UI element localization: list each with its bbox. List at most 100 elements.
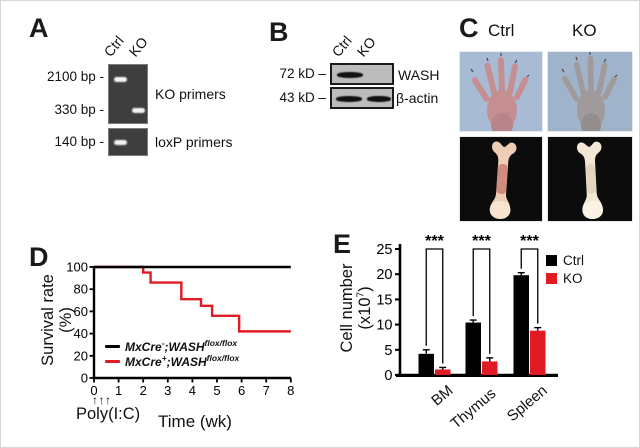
gel-band-ko-330bp: [132, 108, 145, 113]
bar-ctrl-Spleen: [513, 275, 529, 375]
photo-bone-ko: [547, 136, 633, 222]
survival-chart: 0 20 40 60 80 100 0 1 2 3 4 5 6 7 8: [66, 260, 294, 399]
panel-d-legend: MxCre-;WASHflox/flox MxCre+;WASHflox/flo…: [105, 337, 240, 369]
category-label-spleen: Spleen: [504, 382, 551, 426]
y-tick-label: 15: [376, 292, 392, 308]
blot-band-wash-ctrl: [337, 72, 363, 78]
sig-bracket-BM: [425, 248, 444, 364]
x-tick-label: 7: [263, 383, 270, 398]
panel-e-label: E: [333, 229, 352, 259]
x-tick-label: 6: [238, 383, 245, 398]
e-legend-row-ctrl: Ctrl: [546, 252, 584, 268]
gel-label-loxp-primers: loxP primers: [155, 134, 233, 150]
legend-box-black: [546, 254, 557, 266]
y-tick-label: 5: [384, 343, 392, 359]
x-tick-label: 8: [287, 383, 294, 398]
legend-row-ctrl: MxCre-;WASHflox/flox: [105, 337, 239, 354]
y-tick-label: 80: [74, 282, 88, 297]
sig-bracket-Thymus: [472, 248, 491, 354]
blot-actin: [330, 87, 394, 109]
panel-b-lane-ko-label: KO: [353, 33, 379, 60]
panel-d-letter: D: [29, 242, 49, 273]
panel-c-col-ko-label: KO: [572, 21, 597, 40]
y-tick-label: 20: [376, 267, 392, 283]
panel-e-letter: E: [333, 229, 351, 260]
x-tick-label: 3: [164, 383, 171, 398]
panel-d-label: D: [29, 242, 49, 272]
bone-graphic-ctrl: [489, 141, 517, 219]
category-label-bm: BM: [427, 382, 456, 410]
panel-a-lane-ko-label: KO: [125, 33, 151, 60]
panel-a-letter: A: [29, 13, 49, 44]
legend-dash-black: [105, 344, 120, 349]
panel-d-x-axis-label: Time (wk): [158, 412, 232, 431]
bar-ko-Thymus: [482, 361, 498, 375]
panel-e-ylabel-line1: Cell number: [338, 263, 356, 353]
e-legend-text-ctrl: Ctrl: [563, 252, 584, 268]
bone-graphic-ko: [577, 141, 603, 219]
panel-a-label: A: [29, 13, 49, 43]
x-tick-label: 1: [115, 383, 122, 398]
category-label-thymus: Thymus: [447, 385, 499, 433]
poly-ic-label: Poly(I:C): [76, 405, 141, 423]
photo-paw-ctrl: [459, 51, 543, 132]
panel-e-ylabel-line2: (x107): [355, 286, 375, 330]
photo-paw-ko: [547, 51, 633, 132]
panel-d-ylabel-line1: Survival rate: [39, 274, 57, 366]
y-tick-label: 0: [81, 371, 88, 386]
legend-text-ko: MxCre+;WASHflox/flox: [125, 352, 240, 369]
blot-label-actin: β-actin: [396, 90, 439, 106]
panel-e-legend: Ctrl KO: [546, 252, 584, 286]
y-tick-label: 0: [384, 368, 392, 384]
panel-d-ylabel-line2: (%): [57, 307, 75, 333]
y-tick-label: 25: [376, 242, 392, 258]
survival-series: [94, 265, 291, 333]
blot-wash: [330, 63, 394, 85]
size-label-330bp: 330 bp -: [54, 102, 104, 117]
sig-stars-BM: ***: [425, 233, 444, 250]
blot-label-wash: WASH: [398, 67, 440, 83]
x-tick-label: 2: [140, 383, 147, 398]
bar-ctrl-Thymus: [465, 322, 481, 375]
cell-number-chart: 0 5 10 15 20 25 *** *** ***: [376, 233, 558, 384]
bar-ctrl-BM: [418, 353, 434, 375]
panel-c-label: C: [459, 13, 479, 43]
panel-d-y-axis-label: Survival rate (%): [39, 259, 75, 381]
sig-stars-Spleen: ***: [520, 233, 539, 250]
x-tick-label: 5: [213, 383, 220, 398]
e-legend-text-ko: KO: [563, 270, 583, 286]
paw-graphic-ctrl: [470, 53, 530, 131]
panel-c-col-ctrl-label: Ctrl: [488, 21, 515, 40]
sig-stars-Thymus: ***: [472, 233, 491, 250]
x-tick-label: 0: [90, 383, 97, 398]
paw-graphic-ko: [561, 52, 618, 131]
e-legend-row-ko: KO: [546, 270, 584, 286]
blot-band-actin-ctrl: [336, 96, 362, 102]
bar-ko-BM: [435, 369, 451, 375]
x-tick-label: 4: [189, 383, 196, 398]
size-label-43kd: 43 kD –: [279, 90, 326, 105]
size-label-2100bp: 2100 bp -: [46, 69, 104, 84]
panel-e-y-axis-label: Cell number (x107): [338, 243, 374, 373]
y-tick-label: 40: [74, 326, 88, 341]
legend-row-ko: MxCre+;WASHflox/flox: [105, 352, 240, 369]
blot-band-actin-ko: [367, 96, 391, 102]
legend-text-ctrl: MxCre-;WASHflox/flox: [125, 337, 238, 354]
legend-box-red: [546, 272, 557, 284]
size-label-140bp: 140 bp -: [54, 134, 104, 149]
panel-b-label: B: [269, 17, 289, 47]
legend-dash-red: [105, 359, 120, 364]
y-tick-label: 60: [74, 304, 88, 319]
poly-ic-arrows: ↑↑↑: [92, 393, 112, 407]
sig-bracket-Spleen: [520, 248, 539, 324]
gel-band-ctrl-140bp: [114, 140, 127, 145]
y-tick-label: 10: [376, 318, 392, 334]
photo-bone-ctrl: [459, 136, 543, 222]
size-label-72kd: 72 kD –: [279, 66, 326, 81]
bar-ko-Spleen: [530, 330, 546, 375]
gel-loxp-primers: [108, 128, 148, 156]
panel-b-letter: B: [269, 17, 289, 48]
panel-b-lane-ctrl-label: Ctrl: [328, 32, 355, 60]
gel-band-ctrl-2100bp: [114, 77, 127, 82]
